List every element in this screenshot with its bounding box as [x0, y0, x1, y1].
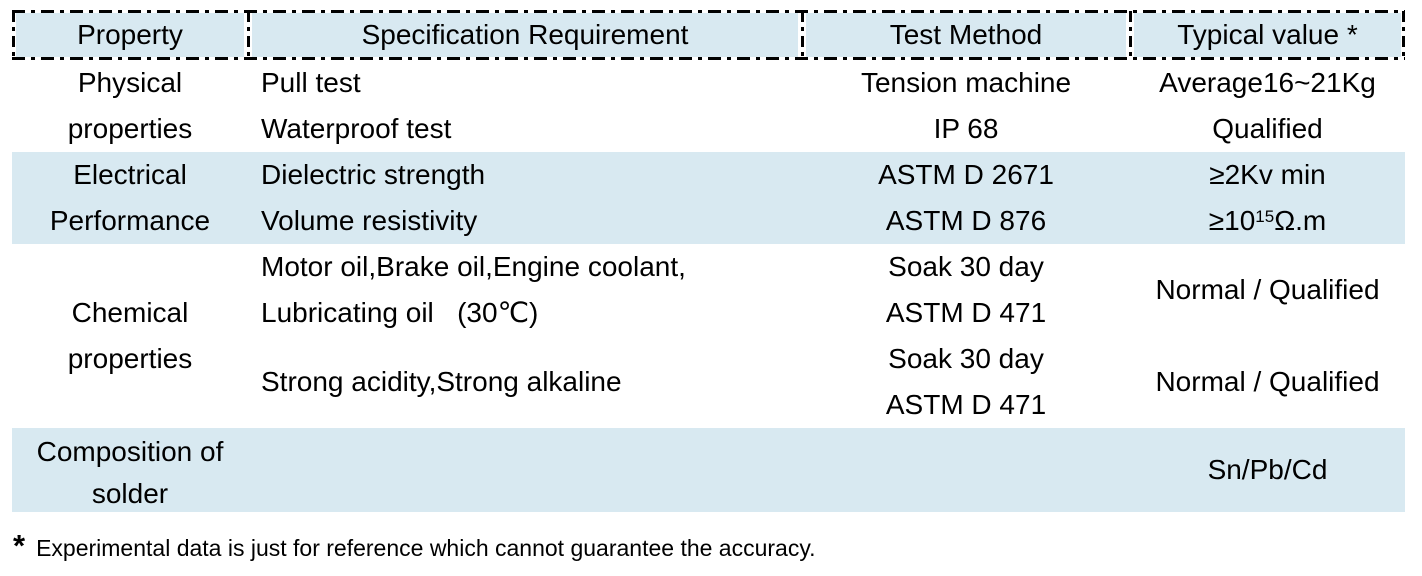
test-method-value: Soak 30 day: [888, 251, 1044, 282]
typical-value: Average16~21Kg: [1159, 67, 1376, 98]
typical-value: Qualified: [1212, 113, 1323, 144]
property-label-line: Electrical: [73, 159, 187, 190]
typical-value: ≥2Kv min: [1209, 159, 1326, 190]
typical-value: Normal / Qualified: [1155, 366, 1380, 397]
header-divider-3: [1129, 11, 1132, 59]
property-cell-composition: Composition of solder: [12, 428, 248, 512]
header-border-top: [12, 10, 1405, 13]
property-label-line: properties: [67, 343, 193, 374]
test-method-value: ASTM D 471: [885, 389, 1047, 420]
property-label-line: Performance: [49, 205, 211, 236]
typical-value: Normal / Qualified: [1155, 274, 1380, 305]
section-composition-of-solder: Composition of solder Sn/Pb/Cd: [12, 428, 1405, 512]
test-method-value: IP 68: [933, 113, 999, 144]
typical-cell-chemical: Normal / Qualified Normal / Qualified: [1130, 244, 1405, 428]
section-electrical-performance: Electrical Performance Dielectric streng…: [12, 152, 1405, 244]
property-cell-chemical: Chemical properties: [12, 244, 248, 428]
header-typical-value: Typical value *: [1134, 13, 1401, 57]
typical-cell-physical: Average16~21Kg Qualified: [1130, 60, 1405, 152]
header-border-left: [12, 11, 15, 59]
specification-table: Property Specification Requirement Test …: [12, 10, 1405, 512]
header-divider-1: [247, 11, 250, 59]
test-method-value: ASTM D 2671: [878, 159, 1054, 190]
spec-value: Strong acidity,Strong alkaline: [261, 366, 622, 397]
property-label-line: solder: [91, 478, 169, 509]
spec-value: Lubricating oil (30℃): [261, 297, 539, 328]
test-method-value: Soak 30 day: [888, 343, 1044, 374]
typical-cell-composition: Sn/Pb/Cd: [1130, 428, 1405, 512]
test-method-value: Tension machine: [860, 67, 1072, 98]
header-property: Property: [16, 13, 244, 57]
header-specification-requirement: Specification Requirement: [252, 13, 798, 57]
header-border-bottom: [12, 57, 1405, 60]
spec-value: Motor oil,Brake oil,Engine coolant,: [261, 251, 686, 282]
footnote-text: Experimental data is just for reference …: [36, 535, 816, 561]
test-cell-chemical: Soak 30 day ASTM D 471 Soak 30 day ASTM …: [802, 244, 1130, 428]
spec-value: Pull test: [261, 67, 361, 98]
spec-cell-chemical: Motor oil,Brake oil,Engine coolant, Lubr…: [248, 244, 802, 428]
typical-value-base: ≥10: [1208, 205, 1256, 236]
spec-cell-composition: [248, 428, 802, 512]
header-border-right: [1402, 11, 1405, 59]
test-cell-composition: [802, 428, 1130, 512]
section-physical-properties: Physical properties Pull test Waterproof…: [12, 60, 1405, 152]
test-method-value: ASTM D 471: [885, 297, 1047, 328]
header-test-method: Test Method: [806, 13, 1126, 57]
property-label-line: Composition of: [36, 436, 224, 467]
test-cell-physical: Tension machine IP 68: [802, 60, 1130, 152]
header-divider-2: [801, 11, 804, 59]
typical-value-resistivity: ≥1015Ω.m: [1130, 198, 1405, 244]
footnote: * Experimental data is just for referenc…: [13, 528, 816, 565]
table-header-row: Property Specification Requirement Test …: [12, 10, 1405, 60]
property-cell-electrical: Electrical Performance: [12, 152, 248, 244]
property-label-line: Physical: [77, 67, 183, 98]
property-label-line: Chemical: [71, 297, 189, 328]
typical-cell-electrical: ≥2Kv min ≥1015Ω.m: [1130, 152, 1405, 244]
spec-cell-electrical: Dielectric strength Volume resistivity: [248, 152, 802, 244]
typical-value: Sn/Pb/Cd: [1207, 454, 1328, 485]
spec-value: Waterproof test: [261, 113, 452, 144]
typical-value-unit: Ω.m: [1274, 205, 1327, 236]
property-cell-physical: Physical properties: [12, 60, 248, 152]
section-chemical-properties: Chemical properties Motor oil,Brake oil,…: [12, 244, 1405, 428]
typical-value-exponent: 15: [1255, 206, 1275, 226]
footnote-asterisk: *: [13, 528, 26, 563]
spec-value: Volume resistivity: [261, 205, 478, 236]
spec-value: Dielectric strength: [261, 159, 486, 190]
property-label-line: properties: [67, 113, 193, 144]
test-cell-electrical: ASTM D 2671 ASTM D 876: [802, 152, 1130, 244]
test-method-value: ASTM D 876: [885, 205, 1047, 236]
spec-cell-physical: Pull test Waterproof test: [248, 60, 802, 152]
